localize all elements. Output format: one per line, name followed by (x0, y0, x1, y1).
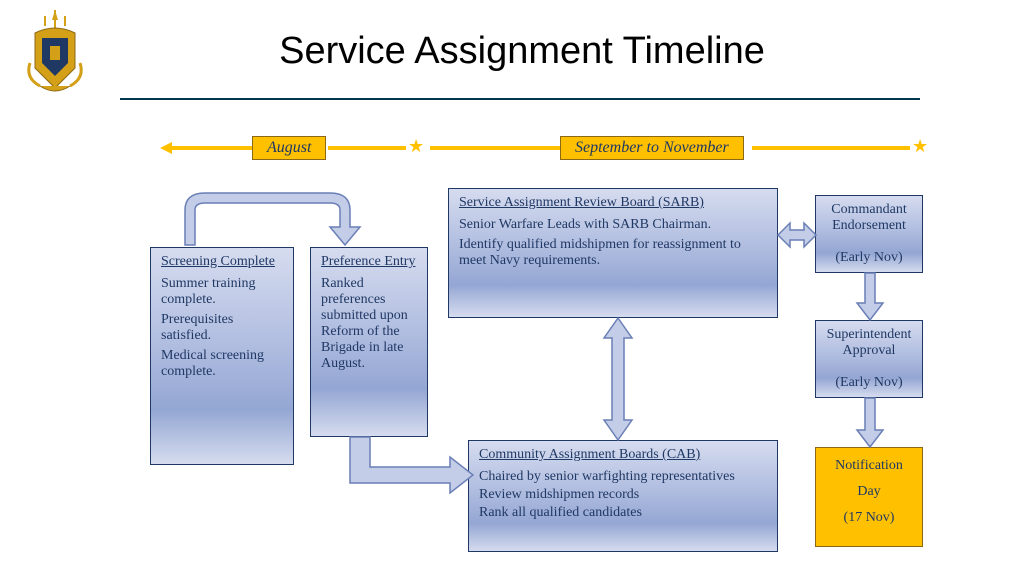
timeline-label-sep-nov: September to November (560, 136, 744, 160)
box-text: Senior Warfare Leads with SARB Chairman. (459, 217, 767, 233)
box-text: Notification (822, 458, 916, 474)
box-sarb: Service Assignment Review Board (SARB) S… (448, 188, 778, 318)
box-text: Superintendent Approval (827, 327, 912, 358)
timeline-segment (430, 146, 560, 150)
box-title: Service Assignment Review Board (SARB) (459, 195, 767, 211)
connector-super-notify (855, 398, 885, 447)
box-text: (Early Nov) (835, 250, 902, 265)
box-commandant: Commandant Endorsement (Early Nov) (815, 195, 923, 273)
navy-crest-logo (20, 8, 90, 98)
box-preference: Preference Entry Ranked preferences subm… (310, 247, 428, 437)
connector-screening-to-preference (175, 185, 375, 255)
timeline-segment (752, 146, 910, 150)
star-icon: ★ (408, 136, 424, 157)
title-underline (120, 98, 920, 100)
box-text: Rank all qualified candidates (479, 505, 767, 521)
timeline-segment (172, 146, 252, 150)
box-text: (Early Nov) (835, 375, 902, 390)
box-cab: Community Assignment Boards (CAB) Chaire… (468, 440, 778, 552)
box-screening: Screening Complete Summer training compl… (150, 247, 294, 465)
timeline-segment (328, 146, 406, 150)
box-text: Ranked preferences submitted upon Reform… (321, 276, 417, 372)
box-text: (17 Nov) (822, 510, 916, 526)
timeline-left-arrow (160, 142, 172, 154)
connector-sarb-commandant (778, 220, 816, 250)
box-super: Superintendent Approval (Early Nov) (815, 320, 923, 398)
timeline-label-august: August (252, 136, 326, 160)
connector-sarb-cab (598, 318, 638, 440)
box-text: Summer training complete. (161, 276, 283, 308)
box-title: Community Assignment Boards (CAB) (479, 447, 767, 463)
box-text: Identify qualified midshipmen for reassi… (459, 237, 767, 269)
box-text: Day (822, 484, 916, 500)
box-text: Prerequisites satisfied. (161, 312, 283, 344)
box-text: Medical screening complete. (161, 348, 283, 380)
box-text: Commandant Endorsement (831, 202, 906, 233)
box-text: Review midshipmen records (479, 487, 767, 503)
connector-preference-to-cab (345, 437, 475, 497)
box-title: Screening Complete (161, 254, 283, 270)
box-text: Chaired by senior warfighting representa… (479, 469, 767, 485)
box-title: Preference Entry (321, 254, 417, 270)
connector-commandant-super (855, 273, 885, 320)
box-notification: Notification Day (17 Nov) (815, 447, 923, 547)
page-title: Service Assignment Timeline (120, 30, 924, 73)
star-icon: ★ (912, 136, 928, 157)
